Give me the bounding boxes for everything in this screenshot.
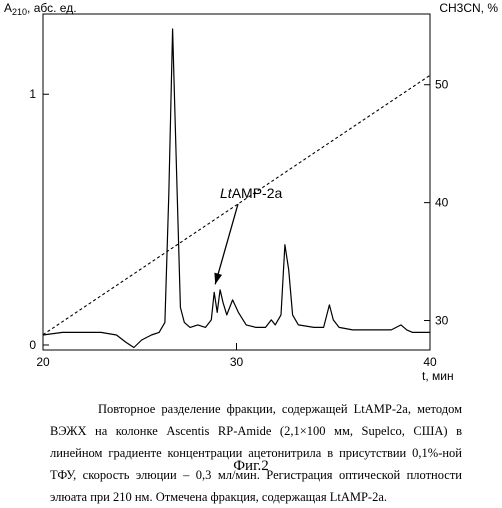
figure-label: Фиг.2 xyxy=(0,458,502,475)
plot-frame xyxy=(43,14,430,350)
chart-ticks: 20 30 40 0 1 30 40 50 xyxy=(29,78,448,369)
y-left-tick-label-1: 1 xyxy=(29,87,36,101)
peak-annotation-label: LtAMP-2a xyxy=(220,185,282,201)
gradient-line xyxy=(43,75,430,334)
x-tick-label-40: 40 xyxy=(423,355,437,369)
y-left-tick-label-0: 0 xyxy=(29,338,36,352)
y-right-tick-label-40: 40 xyxy=(435,196,449,210)
y-right-axis-title: CH3CN, % xyxy=(439,1,498,15)
chromatogram-chart: 20 30 40 0 1 30 40 50 A210, абс. ед. CH3CN, % t, … xyxy=(0,0,502,400)
annotation-arrow-shaft xyxy=(215,204,238,284)
x-axis-title: t, мин xyxy=(422,369,454,383)
x-tick-label-20: 20 xyxy=(36,355,50,369)
y-left-axis-title: A210, абс. ед. xyxy=(4,1,77,17)
chart-axes xyxy=(43,14,430,350)
y-right-tick-label-50: 50 xyxy=(435,78,449,92)
y-right-tick-label-30: 30 xyxy=(435,314,449,328)
annotation-arrow-head xyxy=(214,273,222,285)
figure-caption: Повторное разделение фракции, содержащей… xyxy=(50,398,462,508)
x-tick-label-30: 30 xyxy=(230,355,244,369)
